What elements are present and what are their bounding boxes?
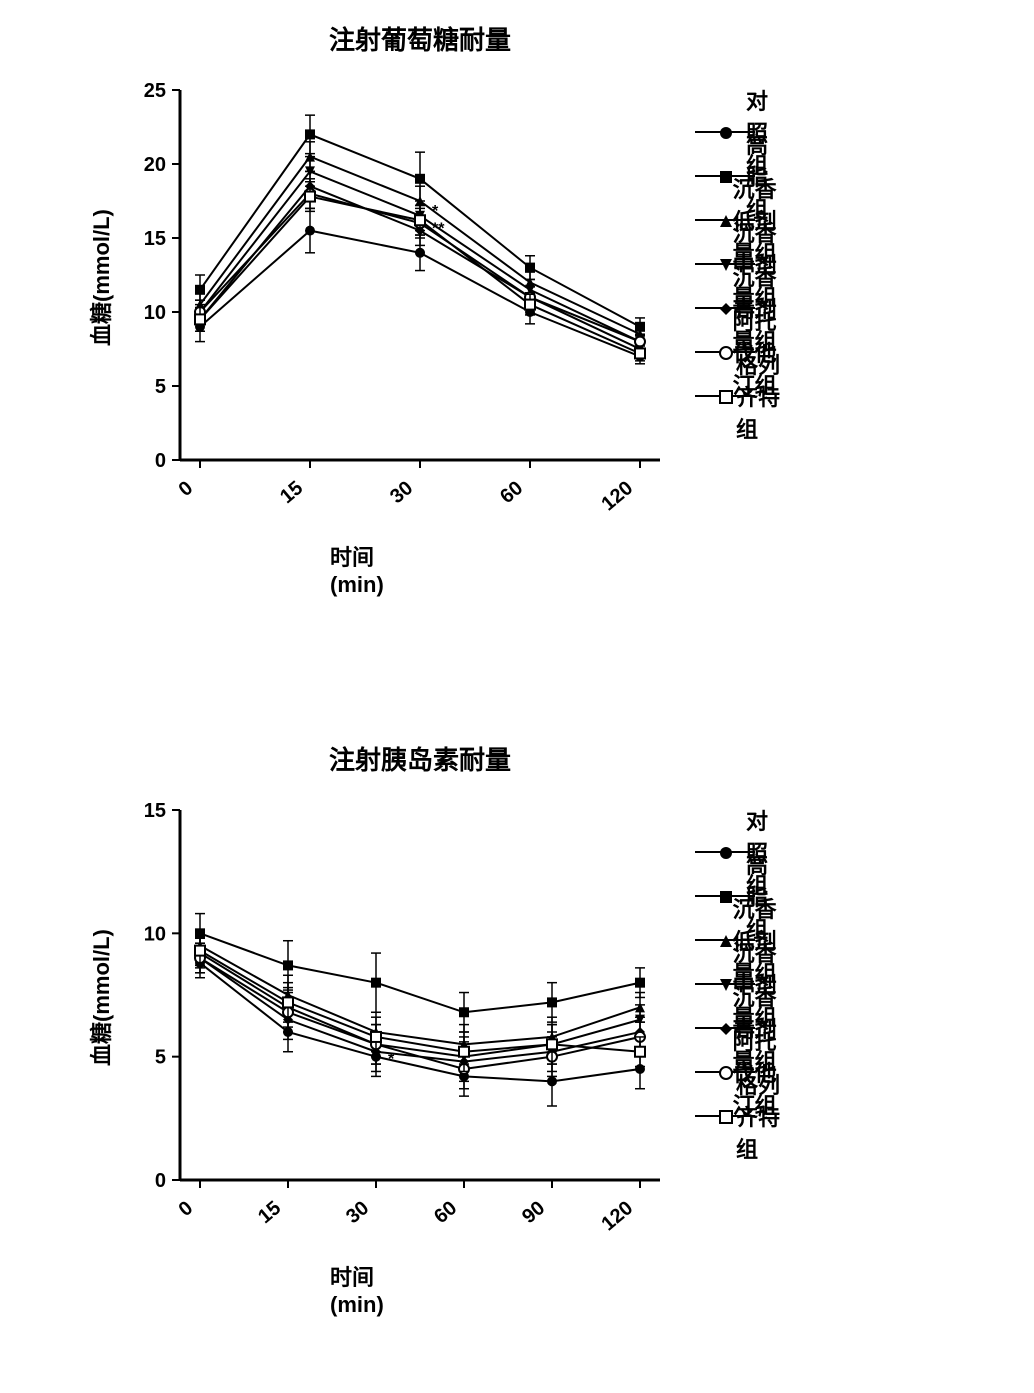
svg-text:0: 0 bbox=[175, 477, 198, 501]
svg-text:5: 5 bbox=[155, 376, 166, 398]
svg-text:10: 10 bbox=[144, 923, 166, 945]
svg-text:120: 120 bbox=[598, 1197, 638, 1235]
svg-text:25: 25 bbox=[144, 80, 166, 102]
svg-text:15: 15 bbox=[144, 228, 166, 250]
svg-text:*: * bbox=[388, 1051, 395, 1068]
chart1-plot: 0 5 10 15 20 25 0 15 30 60 120 *** bbox=[60, 30, 720, 590]
svg-text:10: 10 bbox=[144, 302, 166, 324]
svg-text:*: * bbox=[432, 203, 439, 220]
svg-text:15: 15 bbox=[254, 1197, 285, 1228]
svg-text:30: 30 bbox=[386, 477, 417, 508]
svg-text:0: 0 bbox=[155, 1170, 166, 1192]
chart1-ylabel: 血糖(mmol/L) bbox=[84, 186, 116, 346]
svg-text:15: 15 bbox=[144, 800, 166, 822]
svg-text:120: 120 bbox=[598, 477, 638, 515]
svg-text:20: 20 bbox=[144, 154, 166, 176]
svg-text:90: 90 bbox=[518, 1197, 549, 1228]
svg-text:0: 0 bbox=[175, 1197, 198, 1221]
svg-text:60: 60 bbox=[430, 1197, 461, 1228]
chart1-xlabel: 时间 (min) bbox=[330, 540, 384, 598]
chart2-plot: 0 5 10 15 0 15 30 60 90 120 * bbox=[60, 750, 720, 1310]
chart2-ylabel: 血糖(mmol/L) bbox=[84, 906, 116, 1066]
legend-item: 格列齐特组 bbox=[695, 1094, 789, 1138]
svg-text:**: ** bbox=[432, 221, 445, 238]
svg-text:60: 60 bbox=[496, 477, 527, 508]
chart1-legend: 对照组高脂组沉香低剂量组沉香中剂量组沉香高剂量组阿托伐他汀组格列齐特组 bbox=[695, 110, 789, 418]
svg-text:15: 15 bbox=[276, 477, 307, 508]
svg-text:0: 0 bbox=[155, 450, 166, 472]
svg-text:30: 30 bbox=[342, 1197, 373, 1228]
chart2-xlabel: 时间 (min) bbox=[330, 1260, 384, 1318]
chart2-legend: 对照组高脂组沉香低剂量组沉香中剂量组沉香高剂量组阿托伐他汀组格列齐特组 bbox=[695, 830, 789, 1138]
svg-text:5: 5 bbox=[155, 1047, 166, 1069]
legend-item: 格列齐特组 bbox=[695, 374, 789, 418]
